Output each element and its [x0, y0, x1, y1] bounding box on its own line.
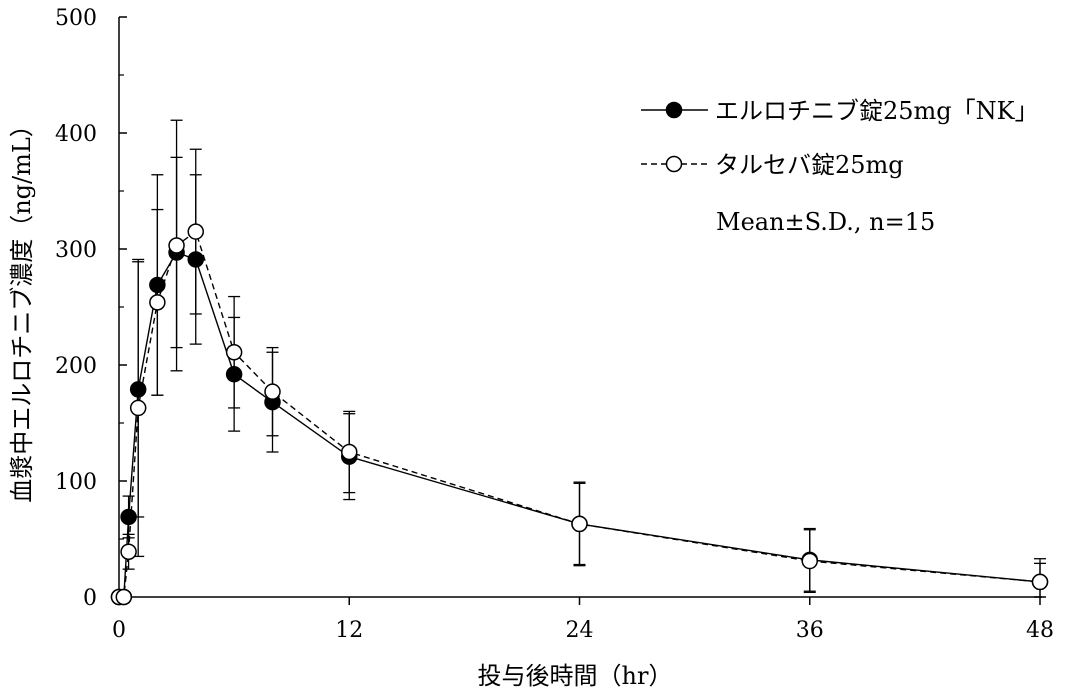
x-tick-label: 36: [796, 618, 824, 643]
data-point-series-1: [120, 508, 137, 526]
data-point-series-2: [341, 443, 358, 461]
y-tick-label: 0: [83, 586, 97, 611]
data-point-series-2: [168, 237, 185, 254]
data-point-series-1: [149, 276, 166, 294]
data-point-series-2: [264, 383, 281, 400]
legend-marker-2: [665, 155, 683, 173]
data-point-series-1: [187, 251, 204, 268]
legend-label-1: エルロチニブ錠25mg「NK」: [715, 97, 1039, 125]
axes: 0 100 200 300 400 500 0 12 24 36 48: [55, 6, 1054, 643]
y-tick-label: 300: [55, 238, 97, 263]
data-point-series-2: [115, 588, 133, 606]
data-point-series-2: [129, 399, 147, 417]
series-markers: [110, 223, 1049, 606]
x-tick-label: 48: [1026, 618, 1054, 643]
y-tick-label: 200: [55, 354, 97, 379]
error-bars: [122, 119, 1046, 598]
y-tick-label: 400: [55, 122, 97, 147]
data-point-series-2: [1031, 573, 1049, 591]
data-point-series-2: [571, 515, 588, 533]
data-point-series-2: [187, 223, 204, 240]
x-axis-label: 投与後時間（hr）: [478, 662, 673, 690]
stats-note: Mean±S.D., n=15: [716, 208, 935, 236]
data-point-series-2: [120, 543, 137, 561]
y-tick-label: 500: [55, 6, 97, 31]
x-tick-label: 24: [566, 618, 594, 643]
data-point-series-2: [801, 552, 818, 570]
data-point-series-1: [225, 366, 243, 383]
x-tick-label: 12: [335, 618, 363, 643]
data-point-series-2: [225, 343, 243, 361]
legend-marker-1: [665, 101, 683, 119]
data-point-series-2: [149, 294, 166, 311]
legend-label-2: タルセバ錠25mg: [715, 151, 904, 179]
data-point-series-1: [129, 381, 147, 398]
legend: エルロチニブ錠25mg「NK」タルセバ錠25mg: [641, 97, 1039, 179]
y-tick-label: 100: [55, 470, 97, 495]
y-axis-label: 血漿中エルロチニブ濃度（ng/mL）: [8, 113, 36, 503]
x-tick-label: 0: [112, 618, 126, 643]
